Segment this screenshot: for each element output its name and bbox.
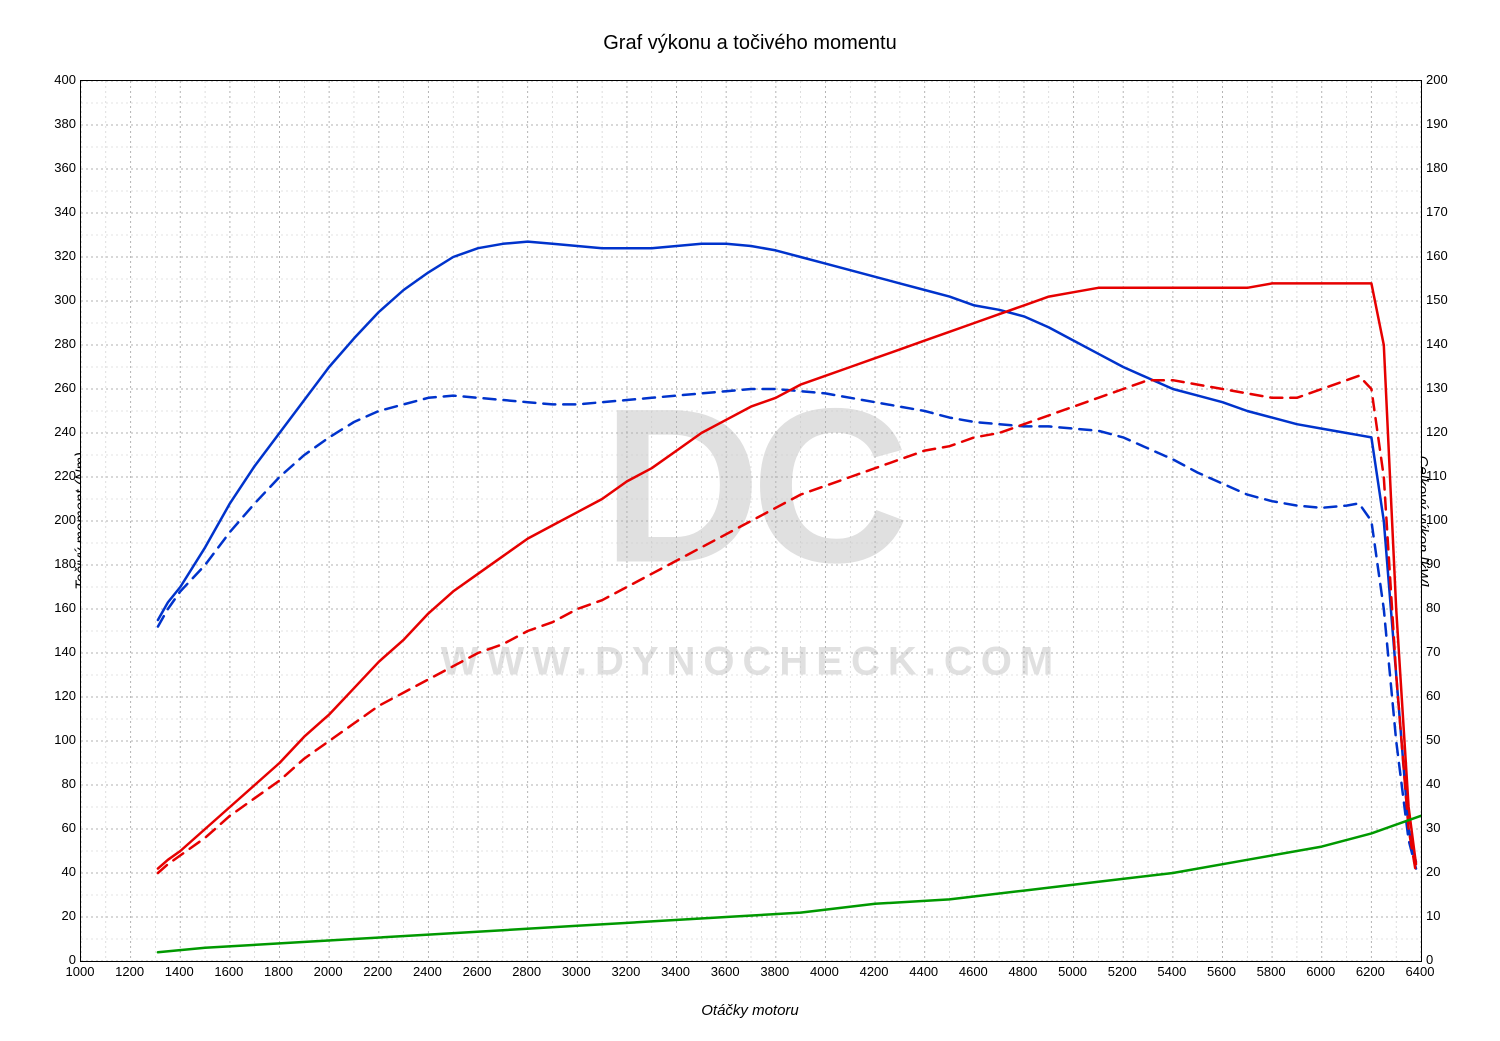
y-left-tick-label: 180: [54, 556, 76, 571]
y-left-tick-label: 40: [62, 864, 76, 879]
y-left-tick-label: 100: [54, 732, 76, 747]
y-left-tick-label: 260: [54, 380, 76, 395]
x-tick-label: 1000: [62, 964, 98, 979]
y-right-tick-label: 180: [1426, 160, 1448, 175]
y-right-tick-label: 30: [1426, 820, 1440, 835]
y-left-tick-label: 140: [54, 644, 76, 659]
y-right-tick-label: 20: [1426, 864, 1440, 879]
x-tick-label: 6000: [1303, 964, 1339, 979]
lines-svg: [81, 81, 1421, 961]
series-torque_stock: [158, 389, 1416, 869]
y-left-tick-label: 160: [54, 600, 76, 615]
x-axis-label: Otáčky motoru: [0, 1002, 1500, 1019]
x-tick-label: 2200: [360, 964, 396, 979]
y-left-tick-label: 380: [54, 116, 76, 131]
y-left-tick-label: 360: [54, 160, 76, 175]
watermark-main: DC: [602, 359, 900, 612]
y-left-tick-label: 400: [54, 72, 76, 87]
x-tick-label: 5400: [1154, 964, 1190, 979]
y-right-tick-label: 50: [1426, 732, 1440, 747]
y-left-tick-label: 220: [54, 468, 76, 483]
x-tick-label: 3600: [707, 964, 743, 979]
x-tick-label: 3000: [558, 964, 594, 979]
y-right-tick-label: 150: [1426, 292, 1448, 307]
y-right-tick-label: 130: [1426, 380, 1448, 395]
y-right-tick-label: 110: [1426, 468, 1447, 483]
x-tick-label: 3400: [658, 964, 694, 979]
y-right-tick-label: 40: [1426, 776, 1440, 791]
x-tick-label: 4600: [955, 964, 991, 979]
series-torque_tuned: [158, 242, 1416, 862]
y-right-tick-label: 0: [1426, 952, 1433, 967]
x-tick-label: 3200: [608, 964, 644, 979]
watermark-sub: WWW.DYNOCHECK.COM: [441, 639, 1061, 684]
y-left-tick-label: 340: [54, 204, 76, 219]
x-tick-label: 4800: [1005, 964, 1041, 979]
series-power_stock: [158, 376, 1416, 873]
y-right-tick-label: 60: [1426, 688, 1440, 703]
chart-title: Graf výkonu a točivého momentu: [0, 32, 1500, 55]
x-tick-label: 6200: [1352, 964, 1388, 979]
x-tick-label: 5000: [1055, 964, 1091, 979]
x-tick-label: 3800: [757, 964, 793, 979]
y-right-tick-label: 70: [1426, 644, 1440, 659]
x-tick-label: 5600: [1203, 964, 1239, 979]
y-right-tick-label: 120: [1426, 424, 1448, 439]
y-left-tick-label: 60: [62, 820, 76, 835]
x-tick-label: 2600: [459, 964, 495, 979]
y-left-tick-label: 200: [54, 512, 76, 527]
x-tick-label: 2400: [409, 964, 445, 979]
y-right-tick-label: 10: [1426, 908, 1440, 923]
y-left-tick-label: 120: [54, 688, 76, 703]
x-tick-label: 1200: [112, 964, 148, 979]
grid-svg: [81, 81, 1421, 961]
y-left-tick-label: 20: [62, 908, 76, 923]
y-right-tick-label: 90: [1426, 556, 1440, 571]
x-tick-label: 4000: [806, 964, 842, 979]
y-left-tick-label: 320: [54, 248, 76, 263]
series-power_tuned: [158, 283, 1416, 868]
y-left-tick-label: 300: [54, 292, 76, 307]
y-right-tick-label: 170: [1426, 204, 1448, 219]
x-tick-label: 5800: [1253, 964, 1289, 979]
y-right-tick-label: 140: [1426, 336, 1448, 351]
x-tick-label: 2000: [310, 964, 346, 979]
y-left-tick-label: 0: [69, 952, 76, 967]
x-tick-label: 2800: [509, 964, 545, 979]
plot-area: DC WWW.DYNOCHECK.COM: [80, 80, 1422, 962]
y-right-tick-label: 100: [1426, 512, 1448, 527]
x-tick-label: 4200: [856, 964, 892, 979]
y-right-tick-label: 80: [1426, 600, 1440, 615]
y-right-tick-label: 160: [1426, 248, 1448, 263]
x-tick-label: 1800: [261, 964, 297, 979]
y-right-tick-label: 190: [1426, 116, 1448, 131]
y-left-tick-label: 80: [62, 776, 76, 791]
y-left-tick-label: 240: [54, 424, 76, 439]
chart-container: Graf výkonu a točivého momentu Točivý mo…: [0, 0, 1500, 1041]
x-tick-label: 5200: [1104, 964, 1140, 979]
y-right-tick-label: 200: [1426, 72, 1448, 87]
y-left-tick-label: 280: [54, 336, 76, 351]
x-tick-label: 4400: [906, 964, 942, 979]
x-tick-label: 1600: [211, 964, 247, 979]
x-tick-label: 1400: [161, 964, 197, 979]
series-loss_power: [158, 816, 1421, 952]
